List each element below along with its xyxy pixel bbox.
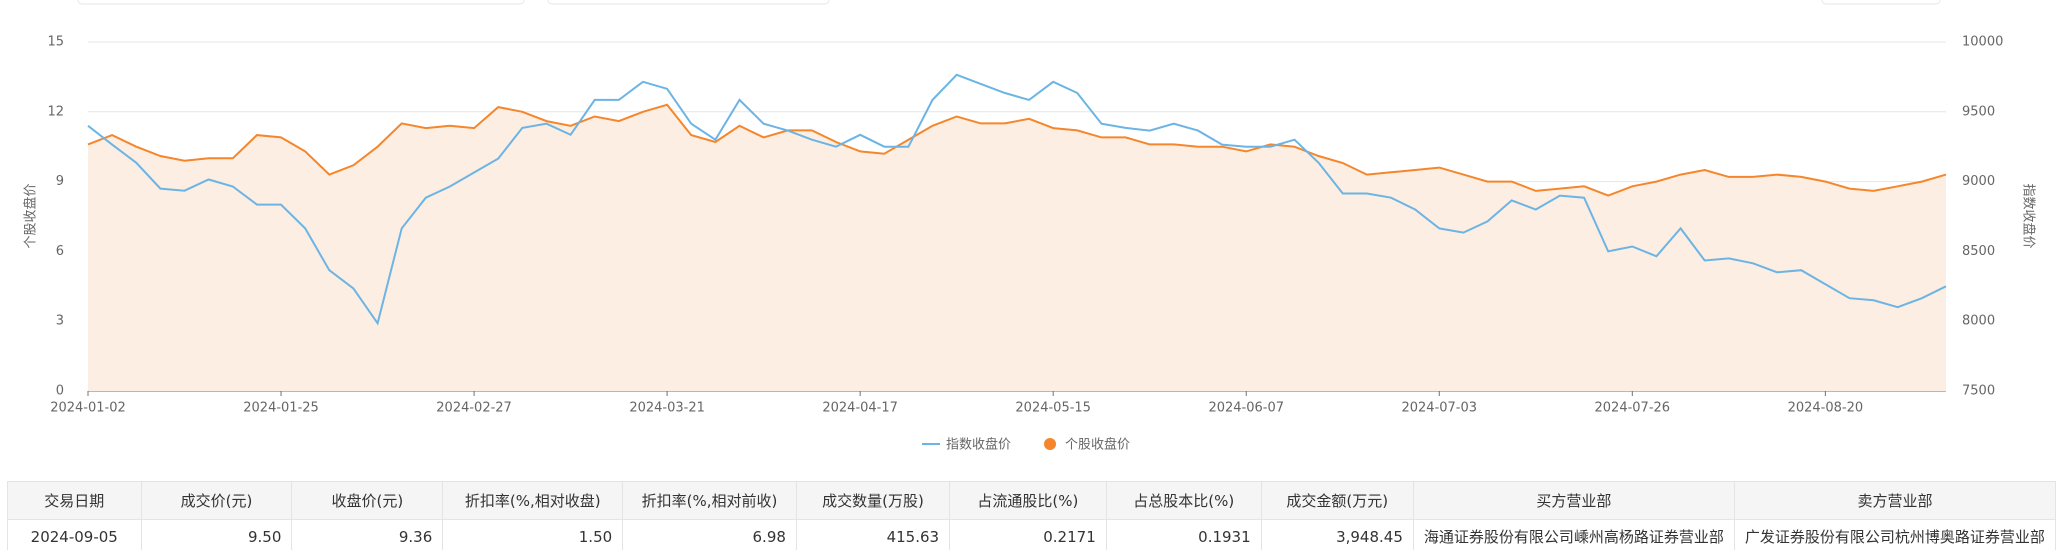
y-axis-title: 个股收盘价 — [23, 183, 39, 248]
top-control[interactable] — [77, 0, 525, 5]
y-tick-label: 15 — [47, 35, 64, 50]
column-header: 收盘价(元) — [291, 481, 444, 520]
column-header: 占总股本比(%) — [1105, 481, 1262, 520]
y-tick-label: 9 — [56, 174, 64, 189]
y-tick-label: 3 — [56, 314, 64, 329]
data-row: 2024-09-05 9.50 9.36 1.50 6.98 415.63 0.2171 0.… — [7, 519, 2056, 550]
y2-tick-label: 8500 — [1962, 244, 1995, 259]
cell: 2024-09-05 — [7, 519, 142, 550]
x-tick-label: 2024-02-27 — [436, 401, 512, 416]
column-header: 折扣率(%,相对前收) — [622, 481, 797, 520]
y-tick-label: 0 — [56, 384, 64, 399]
column-header: 成交价(元) — [140, 481, 293, 520]
x-tick-label: 2024-07-26 — [1595, 401, 1671, 416]
legend-label: 个股收盘价 — [1065, 437, 1130, 453]
cell: 1.50 — [442, 519, 624, 550]
column-header: 买方营业部 — [1412, 481, 1735, 520]
cell: 9.36 — [291, 519, 444, 550]
x-tick-label: 2024-01-02 — [50, 401, 126, 416]
column-header: 卖方营业部 — [1733, 481, 2056, 520]
area — [88, 104, 1946, 392]
legend-label: 指数收盘价 — [946, 437, 1011, 453]
y-tick-label: 6 — [56, 244, 64, 259]
cell: 0.1931 — [1105, 519, 1262, 550]
chart: 个股收盘价 指数收盘价 0 3 6 9 12 15 7500 8000 8500 9000 9500… — [23, 0, 2037, 453]
column-header: 交易日期 — [7, 481, 142, 520]
cell: 415.63 — [795, 519, 951, 550]
y2-tick-label: 9000 — [1962, 174, 1995, 189]
trade-table: 交易日期 成交价(元) 收盘价(元) 折扣率(%,相对收盘) 折扣率(%,相对前收) 成交… — [7, 481, 2056, 550]
cell: 3,948.45 — [1260, 519, 1414, 550]
column-header: 折扣率(%,相对收盘) — [442, 481, 624, 520]
y2-axis-title: 指数收盘价 — [2021, 183, 2037, 248]
top-control[interactable] — [1821, 0, 1941, 5]
y2-tick-label: 9500 — [1962, 104, 1995, 119]
series-line — [87, 73, 1947, 326]
x-tick-label: 2024-08-20 — [1788, 401, 1864, 416]
cell: 海通证券股份有限公司嵊州高杨路证券营业部 — [1412, 519, 1735, 550]
x-tick-label: 2024-01-25 — [243, 401, 319, 416]
x-tick-label: 2024-04-17 — [822, 401, 898, 416]
y-tick-label: 12 — [47, 104, 64, 119]
x-tick-label: 2024-05-15 — [1015, 401, 1091, 416]
x-tick-label: 2024-06-07 — [1208, 401, 1284, 416]
x-tick-label: 2024-03-21 — [629, 401, 705, 416]
y2-tick-label: 7500 — [1962, 384, 1995, 399]
series-line — [87, 103, 1947, 197]
cell: 9.50 — [140, 519, 293, 550]
cell: 0.2171 — [949, 519, 1107, 550]
legend-icon — [1044, 438, 1057, 450]
column-header: 成交数量(万股) — [795, 481, 951, 520]
cell: 6.98 — [622, 519, 797, 550]
cell: 广发证券股份有限公司杭州博奥路证券营业部 — [1733, 519, 2056, 550]
column-header: 占流通股比(%) — [949, 481, 1107, 520]
x-tick-label: 2024-07-03 — [1401, 401, 1477, 416]
top-control[interactable] — [547, 0, 830, 5]
column-header: 成交金额(万元) — [1260, 481, 1414, 520]
header-row: 交易日期 成交价(元) 收盘价(元) 折扣率(%,相对收盘) 折扣率(%,相对前收) 成交… — [7, 481, 2056, 520]
y2-tick-label: 10000 — [1962, 35, 2003, 50]
y2-tick-label: 8000 — [1962, 314, 1995, 329]
